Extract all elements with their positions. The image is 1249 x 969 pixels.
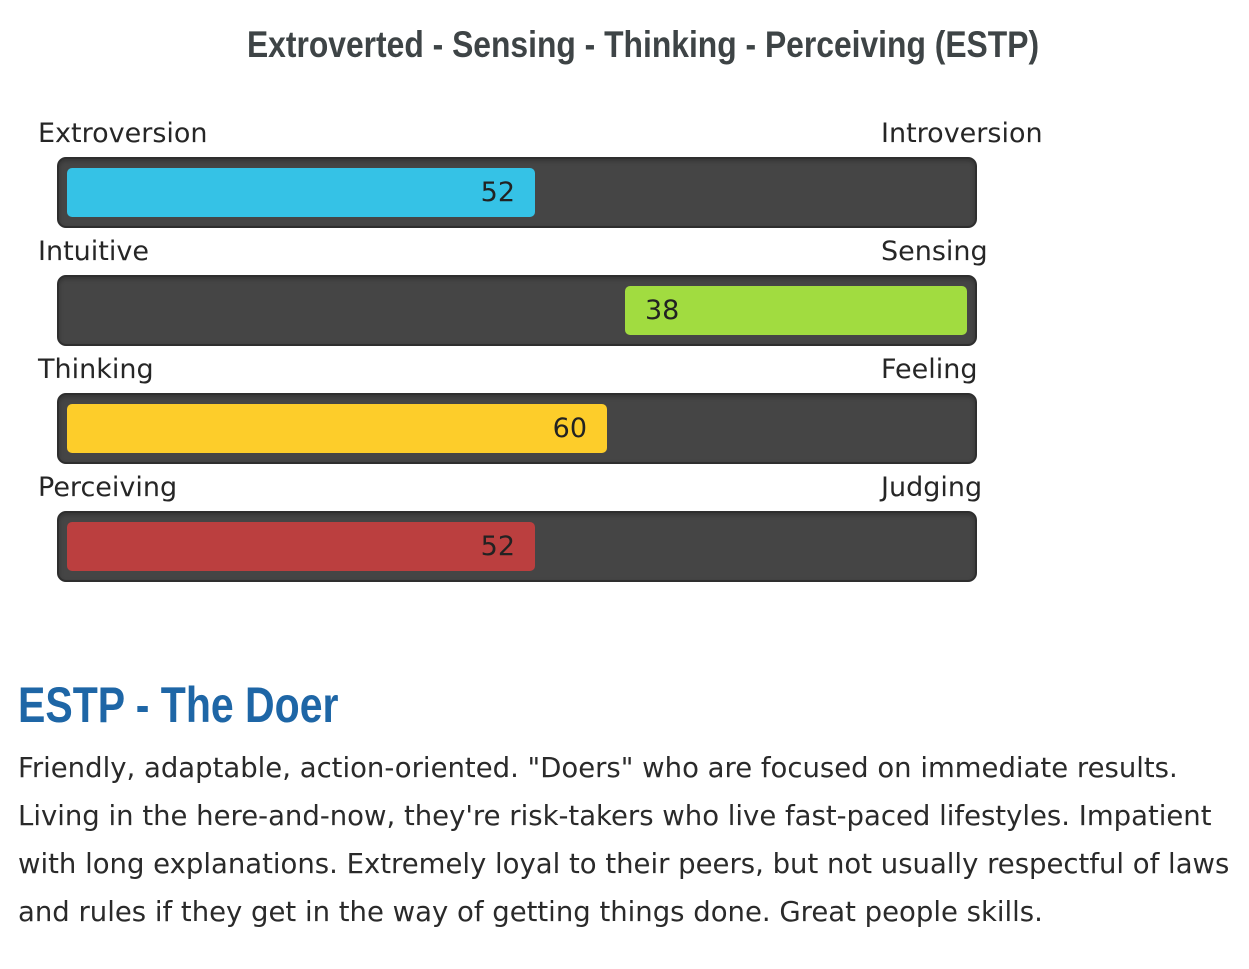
dimension-right-label: Judging (881, 472, 983, 503)
dimension-track: 52 (57, 157, 977, 228)
dimension-fill-bar: 60 (67, 404, 607, 453)
dimension-track: 52 (57, 511, 977, 582)
dimension-track: 38 (57, 275, 977, 346)
dimension-thinking-feeling: Thinking Feeling 60 (0, 354, 1249, 472)
dimension-right-label: Feeling (881, 354, 978, 385)
dimension-left-label: Intuitive (38, 236, 149, 267)
dimension-intuitive-sensing: Intuitive Sensing 38 (0, 236, 1249, 354)
dimension-extroversion-introversion: Extroversion Introversion 52 (0, 118, 1249, 236)
dimension-left-label: Thinking (38, 354, 154, 385)
dimension-value: 52 (480, 531, 515, 562)
dimension-perceiving-judging: Perceiving Judging 52 (0, 472, 1249, 590)
dimension-left-label: Extroversion (38, 118, 208, 149)
dimension-value: 52 (480, 177, 515, 208)
dimension-right-label: Sensing (881, 236, 988, 267)
page-title: Extroverted - Sensing - Thinking - Perce… (246, 24, 1040, 65)
type-heading: ESTP - The Doer (18, 677, 339, 733)
dimension-fill-bar: 52 (67, 522, 535, 571)
dimension-value: 38 (645, 295, 680, 326)
dimension-right-label: Introversion (881, 118, 1043, 149)
type-description: Friendly, adaptable, action-oriented. "D… (18, 752, 1230, 928)
dimension-left-label: Perceiving (38, 472, 178, 503)
dimension-track: 60 (57, 393, 977, 464)
dimension-fill-bar: 38 (625, 286, 967, 335)
dimension-fill-bar: 52 (67, 168, 535, 217)
dimension-value: 60 (552, 413, 587, 444)
